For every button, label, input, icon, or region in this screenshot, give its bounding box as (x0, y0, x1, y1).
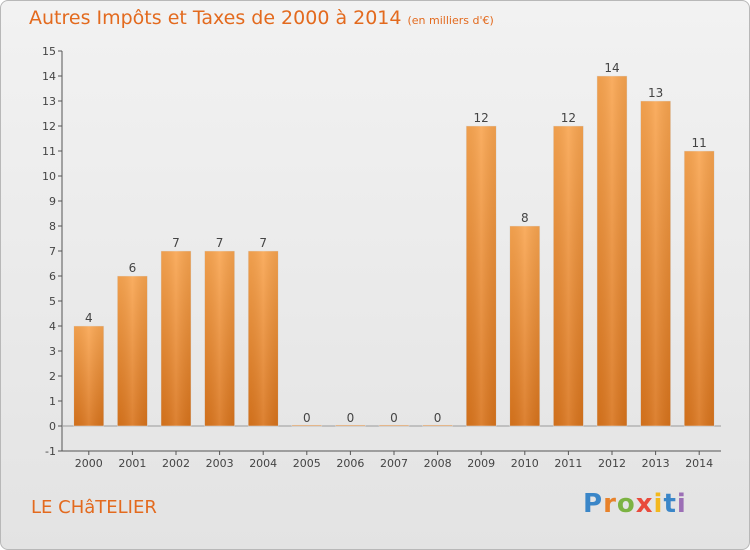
y-tick-label: 2 (49, 370, 56, 383)
y-tick-label: 10 (42, 170, 56, 183)
x-tick-label-2014: 2014 (685, 457, 713, 470)
x-tick-label-2007: 2007 (380, 457, 408, 470)
x-tick-label-2004: 2004 (249, 457, 277, 470)
value-label-2014: 11 (692, 136, 707, 150)
x-tick-label-2013: 2013 (642, 457, 670, 470)
x-tick-label-2002: 2002 (162, 457, 190, 470)
y-tick-label: 6 (49, 270, 56, 283)
x-tick-label-2011: 2011 (554, 457, 582, 470)
y-tick-label: 11 (42, 145, 56, 158)
bar-2005 (291, 424, 323, 427)
logo-letter: t (663, 489, 677, 519)
y-tick-label: 0 (49, 420, 56, 433)
value-label-2009: 12 (474, 111, 489, 125)
y-tick-label: 8 (49, 220, 56, 233)
bar-2008 (422, 424, 453, 427)
value-label-2003: 7 (216, 236, 224, 250)
bar-shade-2002 (161, 251, 191, 426)
x-tick-label-2000: 2000 (75, 457, 103, 470)
y-tick-label: 15 (42, 45, 56, 58)
value-label-2011: 12 (561, 111, 576, 125)
bar-shade-2001 (117, 276, 148, 426)
value-label-2010: 8 (521, 211, 529, 225)
y-tick-label: 5 (49, 295, 56, 308)
value-label-2007: 0 (390, 411, 398, 425)
bar-shade-2011 (553, 126, 584, 426)
value-label-2013: 13 (648, 86, 663, 100)
value-label-2012: 14 (604, 61, 619, 75)
y-tick-label: 12 (42, 120, 56, 133)
x-tick-label-2005: 2005 (293, 457, 321, 470)
value-label-2004: 7 (259, 236, 267, 250)
chart-subtitle: (en milliers d'€) (407, 14, 494, 27)
y-tick-label: 14 (42, 70, 56, 83)
bar-shade-2004 (248, 251, 279, 426)
bar-shade-2009 (466, 126, 497, 426)
y-tick-label: 4 (49, 320, 56, 333)
logo-letter: r (603, 489, 617, 519)
value-label-2008: 0 (434, 411, 442, 425)
x-tick-label-2001: 2001 (118, 457, 146, 470)
bars (73, 75, 715, 427)
bar-shade-2000 (73, 326, 104, 426)
logo-letter: i (676, 489, 687, 519)
x-tick-label-2008: 2008 (424, 457, 452, 470)
logo-letter: i (653, 489, 664, 519)
y-tick-label: 3 (49, 345, 56, 358)
bar-shade-2003 (204, 251, 235, 426)
bar-2007 (378, 424, 410, 427)
bar-shade-2013 (640, 101, 671, 426)
chart-title-text: Autres Impôts et Taxes de 2000 à 2014 (29, 7, 402, 29)
bar-shade-2014 (684, 151, 715, 426)
x-tick-label-2003: 2003 (206, 457, 234, 470)
value-label-2002: 7 (172, 236, 180, 250)
x-tick-label-2006: 2006 (336, 457, 364, 470)
logo-letter: o (616, 489, 636, 519)
y-tick-label: 7 (49, 245, 56, 258)
y-tick-label: 13 (42, 95, 56, 108)
bar-shade-2010 (509, 226, 540, 426)
value-label-2000: 4 (85, 311, 93, 325)
value-label-2005: 0 (303, 411, 311, 425)
place-name: LE CHâTELIER (31, 497, 157, 518)
x-tick-label-2012: 2012 (598, 457, 626, 470)
logo-letter: P (583, 489, 604, 519)
x-tick-label-2010: 2010 (511, 457, 539, 470)
value-label-2006: 0 (347, 411, 355, 425)
x-tick-label-2009: 2009 (467, 457, 495, 470)
y-tick-label: -1 (45, 445, 56, 458)
value-label-2001: 6 (129, 261, 137, 275)
chart-title: Autres Impôts et Taxes de 2000 à 2014 (en… (29, 7, 494, 29)
bar-shade-2012 (597, 76, 627, 426)
y-tick-label: 9 (49, 195, 56, 208)
bar-2006 (335, 424, 366, 427)
logo-letter: x (635, 489, 654, 519)
y-tick-label: 1 (49, 395, 56, 408)
value-labels: 4 6 7 7 7 0 0 0 0 12 8 12 14 13 11 (85, 61, 707, 425)
proxiti-logo: Proxiti (583, 489, 687, 519)
